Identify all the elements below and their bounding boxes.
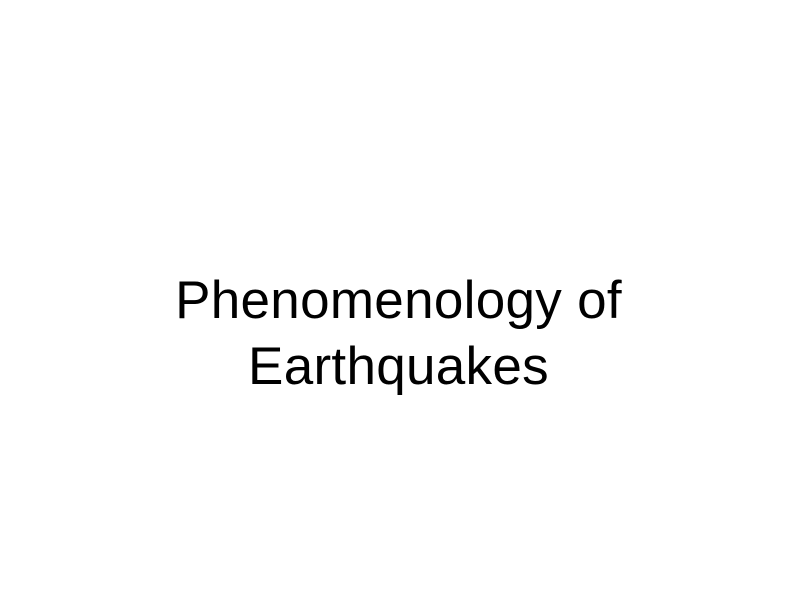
slide-title-line-1: Phenomenology of — [175, 270, 622, 330]
slide-title: Phenomenology of Earthquakes — [0, 268, 797, 400]
slide-title-line-2: Earthquakes — [248, 336, 549, 396]
